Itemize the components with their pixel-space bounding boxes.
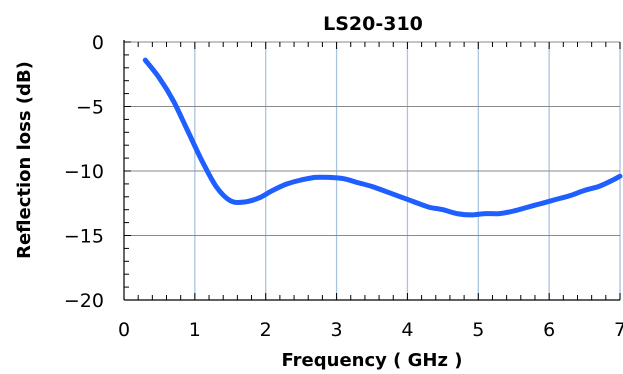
- x-tick-label: 0: [118, 319, 130, 341]
- y-tick-label: −5: [76, 97, 104, 119]
- y-tick-label: −15: [64, 226, 104, 248]
- y-tick-label: −20: [64, 290, 104, 312]
- axes: [123, 40, 620, 301]
- y-axis-label: Reflection loss (dB): [14, 61, 35, 259]
- x-tick-label: 5: [472, 319, 484, 341]
- grid-lines: [124, 41, 621, 300]
- y-tick-label: −10: [64, 161, 104, 183]
- tick-labels: 0 1 2 3 4 5 6 7 0 −5 −10 −15 −20: [64, 32, 623, 341]
- y-tick-label: 0: [92, 32, 104, 54]
- x-tick-label: 6: [543, 319, 555, 341]
- x-tick-label: 3: [331, 319, 343, 341]
- x-tick-label: 1: [189, 319, 201, 341]
- x-axis-label: Frequency ( GHz ): [282, 350, 463, 371]
- series-layer: [142, 57, 623, 218]
- x-tick-label: 2: [260, 319, 272, 341]
- chart-title: LS20-310: [323, 13, 423, 35]
- tick-marks: [123, 41, 621, 301]
- x-tick-label: 7: [614, 319, 623, 341]
- x-tick-label: 4: [401, 319, 413, 341]
